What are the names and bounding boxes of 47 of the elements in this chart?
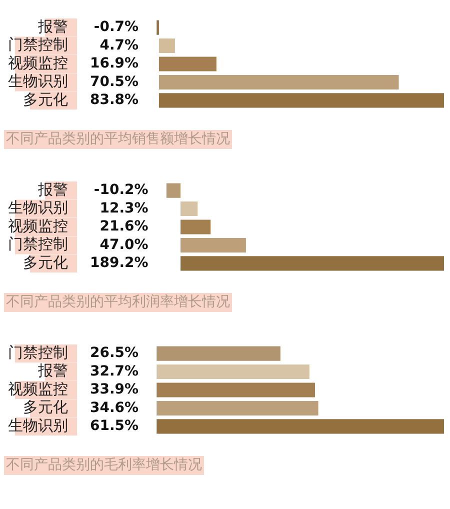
y-tick-label: 多元化	[23, 253, 68, 272]
y-tick-label: 视频监控	[8, 216, 68, 235]
data-label: 33.9%	[90, 382, 139, 398]
y-tick-label: 视频监控	[8, 380, 68, 398]
bar	[158, 56, 216, 72]
y-tick-label: 生物识别	[8, 198, 68, 217]
bar	[158, 38, 175, 54]
data-label: 4.7%	[100, 37, 139, 54]
data-label: 21.6%	[100, 218, 148, 235]
bar	[180, 256, 444, 271]
data-label: 189.2%	[90, 255, 148, 272]
text: 不同产品类别的毛利率增长情况	[4, 456, 204, 475]
data-label: -10.2%	[94, 182, 148, 198]
data-label: 32.7%	[90, 363, 139, 380]
data-label: 34.6%	[90, 400, 139, 416]
y-tick-label: 多元化	[23, 398, 68, 416]
text: 不同产品类别的平均利润率增长情况	[4, 293, 232, 312]
bar	[180, 201, 198, 216]
data-label: -0.7%	[94, 19, 139, 36]
y-tick-label: 多元化	[23, 90, 68, 108]
data-label: 61.5%	[90, 418, 139, 434]
y-tick-label: 报警	[37, 180, 68, 198]
bar	[156, 346, 280, 361]
bar	[158, 93, 444, 108]
data-label: 12.3%	[100, 200, 148, 216]
data-label: 16.9%	[90, 56, 139, 72]
data-label: 83.8%	[90, 92, 139, 108]
bar	[156, 419, 444, 434]
y-tick-label: 门禁控制	[8, 36, 68, 54]
bar	[156, 382, 316, 398]
bar	[156, 364, 310, 380]
bar	[158, 74, 399, 90]
bar	[180, 238, 246, 253]
y-tick-label: 生物识别	[8, 72, 68, 90]
y-tick-label: 生物识别	[8, 416, 68, 434]
y-tick-label: 门禁控制	[8, 235, 68, 254]
y-tick-label: 视频监控	[8, 54, 68, 72]
y-tick-label: 报警	[37, 362, 68, 380]
y-tick-label: 门禁控制	[8, 343, 68, 362]
data-label: 26.5%	[90, 345, 139, 362]
data-label: 47.0%	[100, 236, 148, 253]
bar	[156, 400, 318, 416]
data-label: 70.5%	[90, 74, 139, 90]
bar	[166, 183, 181, 198]
bar	[180, 220, 211, 234]
y-tick-label: 报警	[37, 17, 68, 36]
text: 不同产品类别的平均销售额增长情况	[4, 130, 232, 149]
